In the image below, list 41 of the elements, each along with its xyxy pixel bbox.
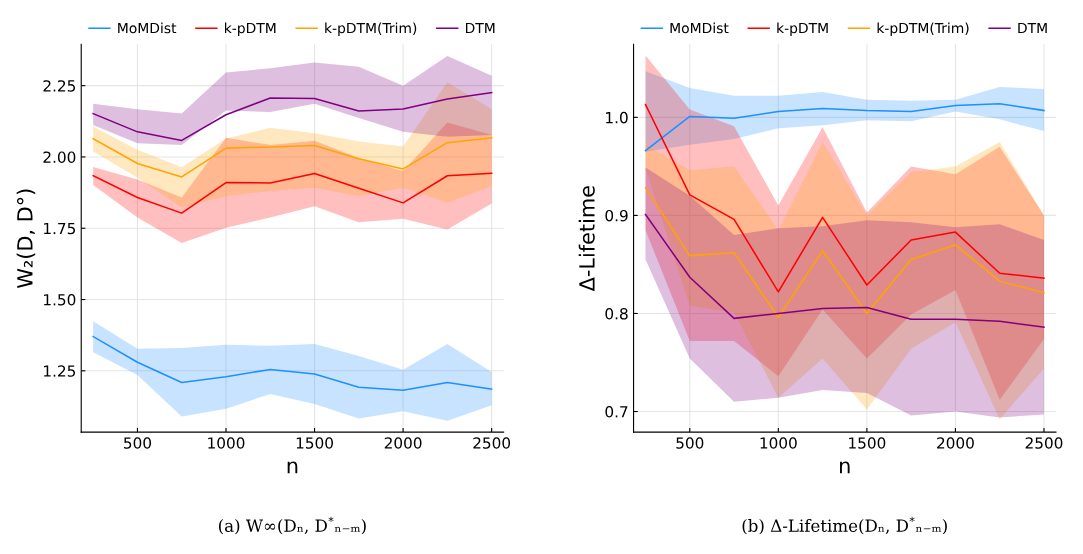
legend-label: k-pDTM — [777, 22, 828, 36]
y-tick-label: 1.25 — [44, 365, 76, 377]
x-axis-title: n — [287, 461, 298, 474]
legend-label: k-pDTM — [225, 22, 276, 36]
text: (a) W∞(Dₙ, D$^{*}$ₙ₋ₘ) — [218, 516, 366, 535]
y-tick-label: 2.00 — [43, 151, 76, 163]
y-tick-label: 0.9 — [605, 209, 628, 222]
legend-label: MoMDist — [118, 22, 177, 34]
line-series — [92, 137, 493, 178]
y-tick-label: 0.7 — [605, 405, 628, 418]
y-tick-label: 1.0 — [606, 111, 628, 124]
line-series — [92, 172, 493, 214]
line-series — [644, 187, 1045, 319]
y-tick-label: 2.25 — [43, 80, 76, 92]
y-tick-label: 1.75 — [44, 222, 76, 235]
legend-label: DTM — [465, 22, 495, 34]
text: (b) Δ-Lifetime(Dₙ, D$^{*}$ₙ₋ₘ) — [742, 516, 947, 535]
x-tick-label: 1000 — [760, 437, 797, 449]
x-tick-label: 2000 — [384, 437, 422, 449]
x-tick-label: 1500 — [849, 437, 886, 449]
legend-label: k-pDTM(Trim) — [877, 22, 969, 36]
x-tick-label: 2500 — [1025, 437, 1063, 449]
legend-label: k-pDTM(Trim) — [325, 22, 417, 36]
x-tick-label: 500 — [676, 437, 704, 449]
x-tick-label: 1000 — [208, 437, 245, 449]
legend-label: DTM — [1018, 22, 1047, 34]
y-axis-title: Δ-Lifetime — [578, 186, 595, 292]
x-tick-label: 2500 — [473, 437, 511, 449]
line-series — [92, 91, 493, 142]
x-axis-title: n — [840, 461, 850, 474]
y-tick-label: 0.8 — [605, 307, 628, 320]
line-series — [92, 335, 493, 391]
line-series — [644, 103, 1045, 293]
x-tick-label: 1500 — [296, 437, 333, 449]
y-axis-title: W₂(D, D°) — [16, 189, 36, 288]
legend-label: MoMDist — [670, 22, 729, 34]
line-series — [644, 102, 1045, 152]
y-tick-label: 1.50 — [44, 293, 76, 306]
x-tick-label: 2000 — [937, 437, 974, 449]
x-tick-label: 500 — [124, 437, 152, 449]
line-series — [644, 213, 1045, 328]
